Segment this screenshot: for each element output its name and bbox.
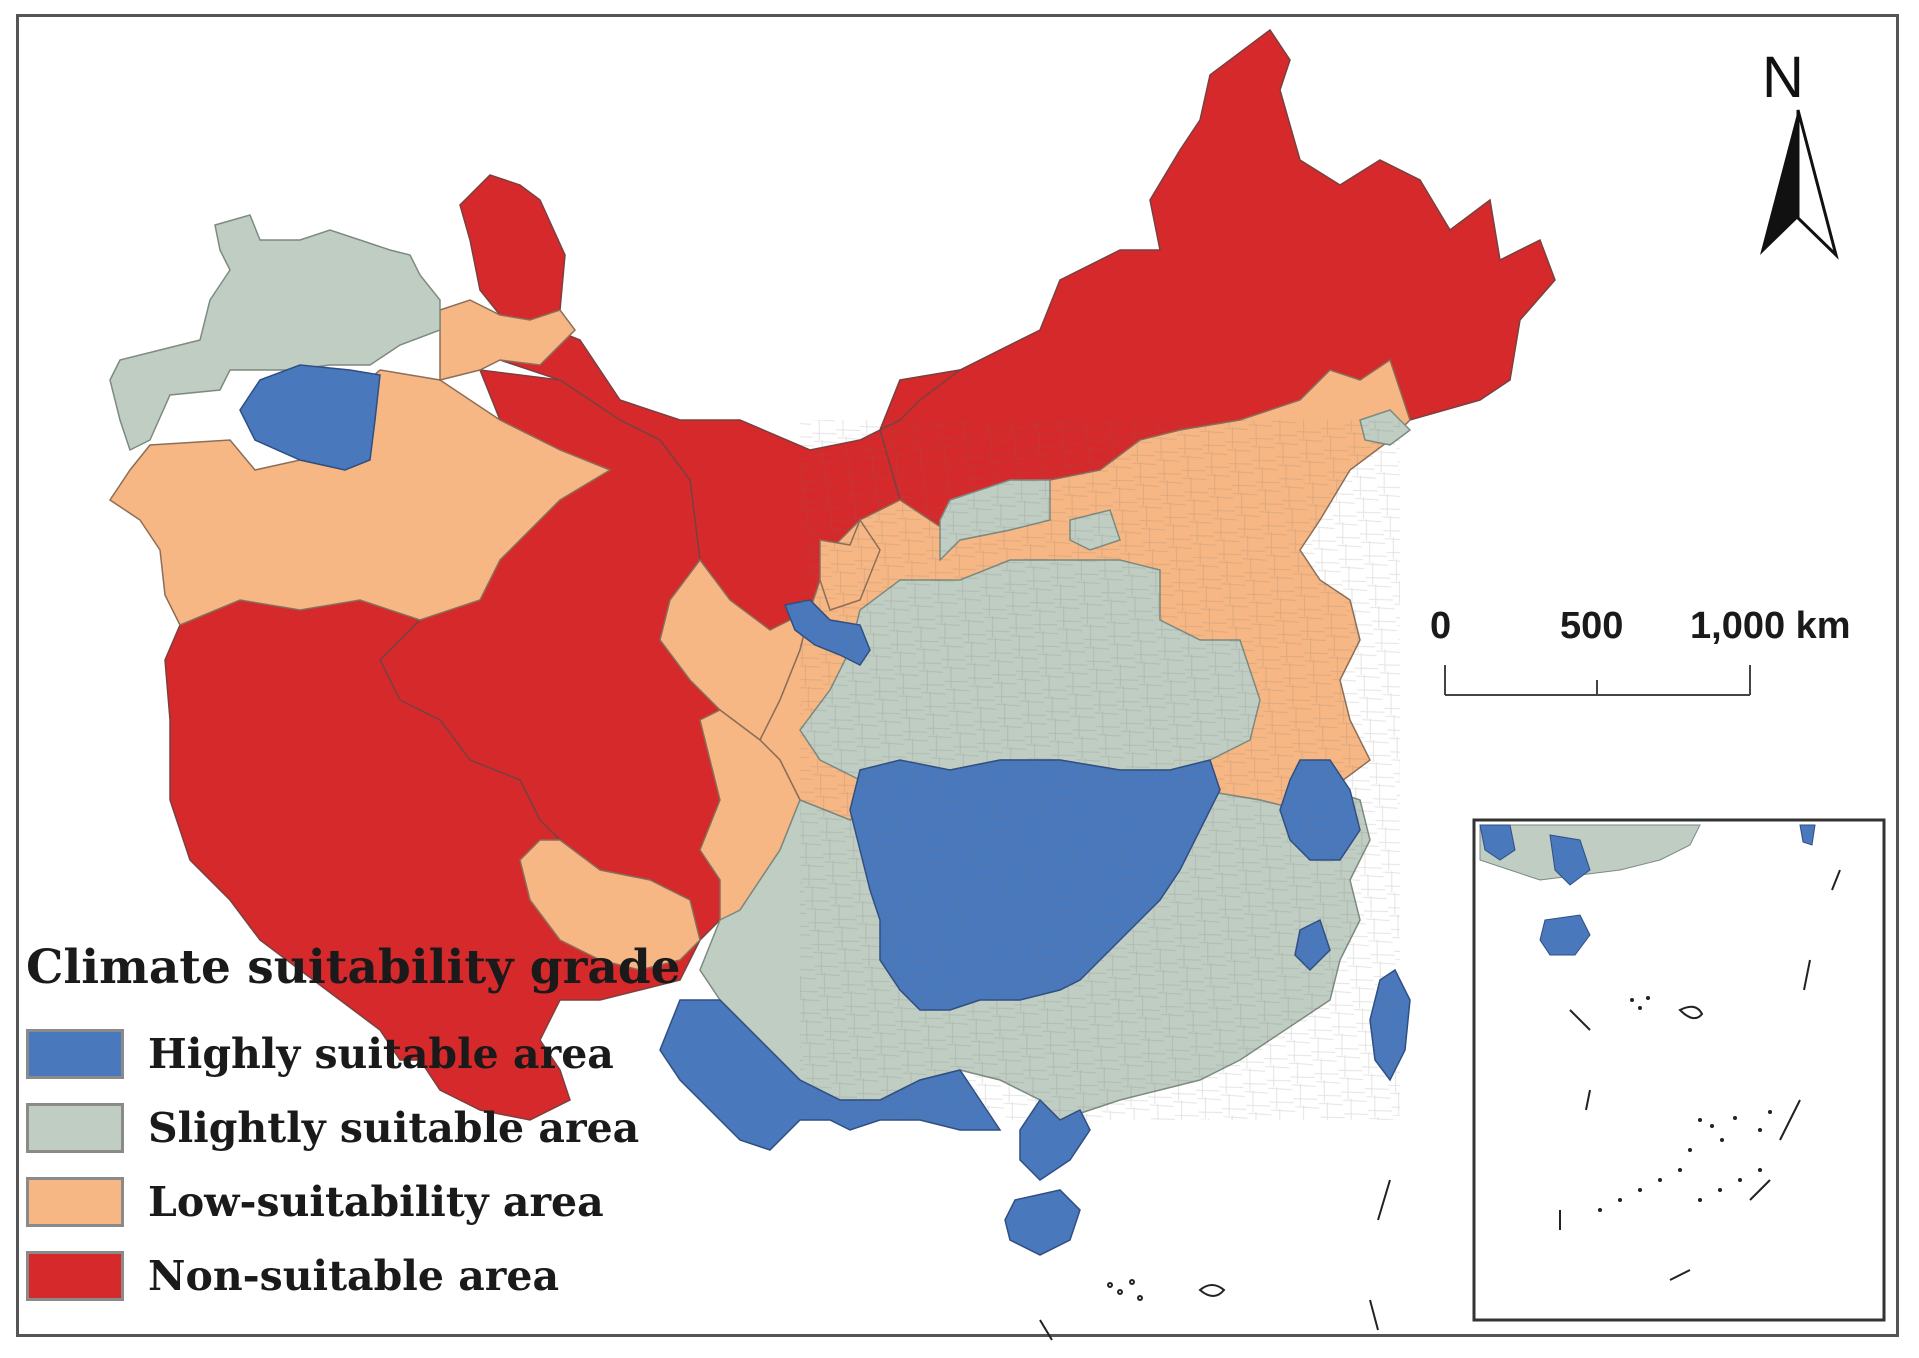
legend-swatch-highly-suitable — [26, 1029, 124, 1079]
legend-item-slightly-suitable: Slightly suitable area — [26, 1091, 666, 1165]
region-xinjiang-north — [109, 214, 441, 452]
sea-islands — [1039, 1179, 1391, 1341]
legend-label: Non-suitable area — [148, 1252, 560, 1300]
legend-item-highly-suitable: Highly suitable area — [26, 1017, 666, 1091]
region-xinjiang-north-strip — [439, 299, 576, 381]
region-tibet — [164, 599, 701, 1121]
legend-swatch-low-suitability — [26, 1177, 124, 1227]
inset-map — [1472, 818, 1886, 1322]
map-legend: Climate suitability grade Highly suitabl… — [26, 940, 681, 1313]
region-non-suitable — [164, 28, 1556, 1121]
region-northwest-upper — [459, 174, 566, 321]
region-tibet-southeast — [519, 839, 701, 971]
legend-swatch-non-suitable — [26, 1251, 124, 1301]
region-xinjiang-yili — [239, 364, 381, 471]
north-arrow-icon — [1760, 109, 1839, 260]
north-label: N — [1762, 45, 1804, 110]
legend-label: Slightly suitable area — [148, 1104, 640, 1152]
scale-bar — [1444, 665, 1751, 696]
region-hainan — [1004, 1189, 1081, 1256]
legend-label: Highly suitable area — [148, 1030, 614, 1078]
legend-item-non-suitable: Non-suitable area — [26, 1239, 666, 1313]
legend-title: Climate suitability grade — [26, 940, 681, 995]
scale-label-1000: 1,000 km — [1690, 605, 1851, 647]
legend-label: Low-suitability area — [148, 1178, 604, 1226]
legend-swatch-slightly-suitable — [26, 1103, 124, 1153]
admin-boundaries — [800, 420, 1400, 1120]
scale-label-0: 0 — [1430, 605, 1452, 647]
scale-label-500: 500 — [1560, 605, 1624, 647]
legend-item-low-suitability: Low-suitability area — [26, 1165, 666, 1239]
